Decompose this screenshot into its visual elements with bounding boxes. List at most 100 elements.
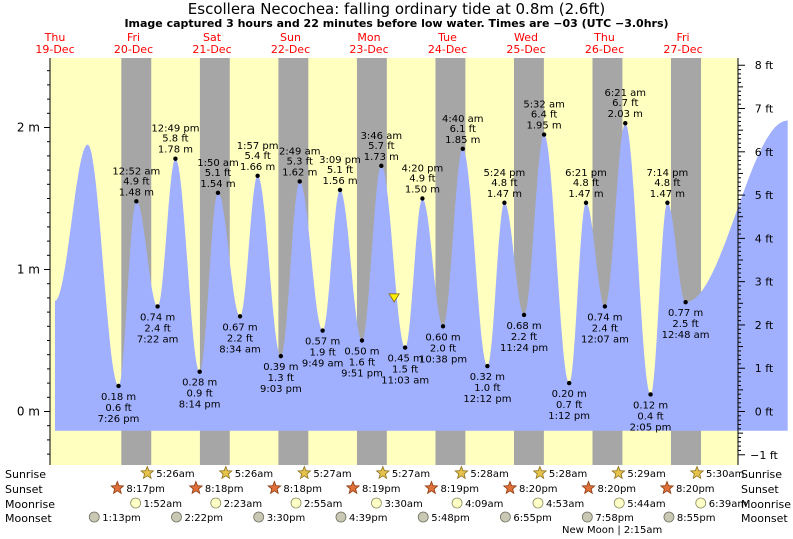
moonset-row-label-left: Moonset [5, 512, 52, 525]
right-axis-label: 0 ft [755, 406, 774, 419]
moonset-icon [581, 511, 593, 523]
day-date-label: 25‑Dec [506, 43, 545, 56]
current-tide-marker [388, 293, 400, 303]
low-tide-metres-label: 0.50 m [344, 347, 379, 358]
moonset-time: 1:13pm [102, 513, 141, 524]
sunset-icon [110, 480, 125, 495]
high-tide-metres-label: 1.47 m [487, 189, 522, 200]
high-tide-point [255, 173, 260, 178]
tide-area [55, 120, 788, 431]
high-tide-point [337, 187, 343, 193]
high-tide-feet-label: 6.4 ft [531, 110, 557, 121]
low-tide-metres-label: 0.39 m [263, 362, 298, 373]
low-tide-feet-label: 2.0 ft [430, 343, 456, 354]
high-tide-feet-label: 6.7 ft [612, 98, 638, 109]
high-tide-metres-label: 1.66 m [240, 162, 275, 173]
day-date-label: 23‑Dec [349, 43, 388, 56]
day-date-label: 22‑Dec [271, 43, 310, 56]
sunrise-icon [689, 465, 705, 480]
high-tide-metres-label: 2.03 m [608, 109, 643, 120]
moonset-icon [253, 511, 265, 523]
high-tide-point [215, 190, 221, 196]
low-tide-metres-label: 0.68 m [506, 321, 541, 332]
low-tide-metres-label: 0.57 m [305, 337, 340, 348]
day-name-label: Fri [127, 31, 140, 44]
moonrise-icon [371, 497, 382, 509]
high-tide-feet-label: 4.8 ft [573, 178, 599, 189]
day-name-label: Sat [203, 31, 222, 44]
moonset-icon [417, 511, 429, 523]
low-tide-time-label: 2:05 pm [630, 422, 672, 433]
moonrise-time: 6:39am [709, 499, 747, 510]
low-tide-time-label: 9:51 pm [341, 369, 383, 380]
sunset-row-label-left: Sunset [5, 483, 43, 496]
high-tide-feet-label: 5.8 ft [162, 134, 188, 145]
high-tide-metres-label: 1.95 m [526, 121, 561, 132]
moonset-icon [171, 511, 182, 523]
high-tide-feet-label: 5.1 ft [205, 168, 231, 179]
moonset-row-label-right: Moonset [741, 512, 788, 525]
right-axis-label: 8 ft [755, 59, 774, 72]
low-tide-feet-label: 0.9 ft [186, 389, 212, 400]
moonset-icon [663, 511, 675, 523]
high-tide-point [297, 179, 302, 184]
low-tide-feet-label: 2.5 ft [672, 319, 698, 330]
moonrise-icon [210, 497, 222, 509]
moonrise-row-label-left: Moonrise [5, 498, 55, 511]
right-axis-label: 2 ft [755, 319, 774, 332]
high-tide-feet-label: 4.9 ft [409, 174, 435, 185]
low-tide-feet-label: 1.5 ft [392, 365, 418, 376]
moonrise-icon [532, 497, 544, 509]
sunset-icon [188, 480, 204, 495]
high-tide-time-label: 3:09 pm [319, 155, 361, 166]
sunset-time: 8:18pm [205, 484, 244, 495]
day-date-label: 27‑Dec [663, 43, 702, 56]
high-tide-point [420, 196, 425, 201]
moonrise-row-label-right: Moonrise [741, 498, 791, 511]
low-tide-point [359, 338, 365, 343]
low-tide-feet-label: 1.0 ft [474, 383, 500, 394]
high-tide-metres-label: 1.47 m [568, 189, 603, 200]
day-date-label: 19‑Dec [35, 43, 74, 56]
low-tide-metres-label: 0.18 m [101, 392, 136, 403]
sunrise-time: 5:27am [313, 469, 351, 480]
low-tide-metres-label: 0.67 m [222, 322, 257, 333]
moonrise-icon [290, 497, 302, 509]
sunset-icon [581, 480, 596, 495]
low-tide-time-label: 12:07 am [581, 334, 629, 345]
low-tide-metres-label: 0.74 m [140, 312, 175, 323]
low-tide-time-label: 11:24 pm [500, 343, 548, 354]
high-tide-metres-label: 1.54 m [200, 179, 235, 190]
high-tide-time-label: 6:21 am [605, 88, 647, 99]
high-tide-point [134, 199, 139, 204]
day-date-label: 26‑Dec [585, 43, 624, 56]
low-tide-feet-label: 1.6 ft [349, 358, 375, 369]
sunset-time: 8:18pm [283, 484, 322, 495]
moonset-time: 7:58pm [595, 513, 634, 524]
low-tide-point [237, 314, 243, 319]
low-tide-point [197, 369, 202, 374]
moonrise-time: 5:44am [627, 499, 665, 510]
high-tide-metres-label: 1.85 m [445, 135, 480, 146]
sunrise-row-label-right: Sunrise [741, 468, 783, 481]
low-tide-point [485, 363, 490, 369]
sunset-time: 8:20pm [519, 484, 558, 495]
low-tide-metres-label: 0.60 m [425, 332, 460, 343]
sunrise-icon [218, 465, 233, 480]
high-tide-feet-label: 6.1 ft [450, 124, 476, 135]
high-tide-feet-label: 5.3 ft [287, 156, 313, 167]
moonrise-time: 4:09am [465, 499, 503, 510]
high-tide-time-label: 3:46 am [361, 131, 403, 142]
sunrise-time: 5:28am [470, 469, 508, 480]
high-tide-metres-label: 1.50 m [405, 185, 440, 196]
sunrise-icon [611, 465, 626, 480]
low-tide-metres-label: 0.45 m [388, 354, 423, 365]
sunset-time: 8:17pm [126, 484, 165, 495]
moonrise-time: 4:53am [546, 499, 584, 510]
sunrise-time: 5:30am [706, 469, 744, 480]
high-tide-feet-label: 5.1 ft [327, 165, 353, 176]
low-tide-feet-label: 2.2 ft [511, 332, 537, 343]
high-tide-point [583, 200, 589, 205]
high-tide-point [502, 200, 507, 205]
